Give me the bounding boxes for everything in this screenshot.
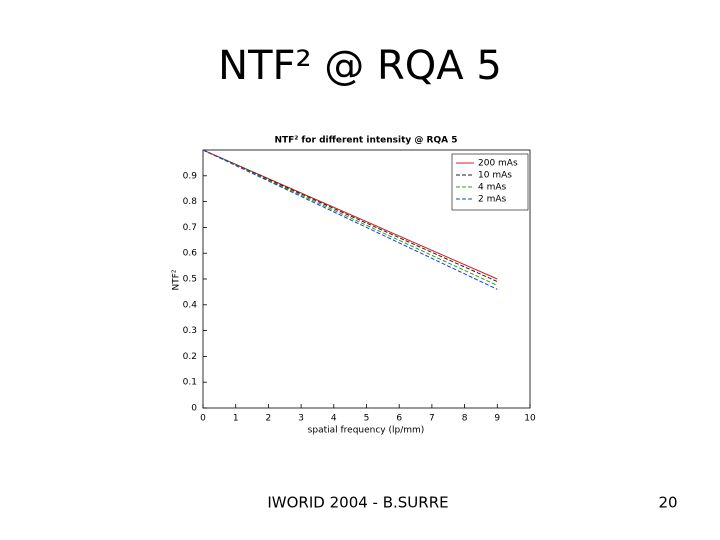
x-axis-label: spatial frequency (lp/mm) [308,426,425,436]
y-tick-label: 0.5 [183,275,197,285]
x-tick-label: 9 [494,414,500,424]
y-tick-label: 0.4 [183,300,198,310]
y-tick-label: 0.7 [183,223,197,233]
x-tick-label: 5 [364,414,370,424]
x-tick-label: 4 [331,414,337,424]
legend-label: 4 mAs [478,183,507,193]
y-tick-label: 0.1 [183,378,197,388]
legend-label: 2 mAs [478,195,507,205]
chart-title: NTF² for different intensity @ RQA 5 [275,136,458,146]
y-axis-label: NTF² [172,269,182,290]
legend-label: 10 mAs [478,171,512,181]
footer: IWORID 2004 - B.SURRE [267,494,448,512]
series-line [202,149,498,280]
y-tick-label: 0 [191,404,197,414]
x-tick-label: 8 [462,414,468,424]
page-number: 20 [658,494,677,512]
y-tick-label: 0.3 [183,326,197,336]
y-tick-label: 0.2 [183,352,197,362]
x-tick-label: 1 [233,414,239,424]
legend-label: 200 mAs [478,159,518,169]
x-tick-label: 7 [429,414,435,424]
slide-title: NTF² @ RQA 5 [218,43,502,89]
y-tick-label: 0.8 [183,197,198,207]
x-tick-label: 10 [524,414,536,424]
x-tick-label: 0 [200,414,206,424]
x-tick-label: 2 [266,414,272,424]
series-line [202,149,498,290]
x-tick-label: 3 [298,414,304,424]
y-tick-label: 0.6 [183,249,198,259]
y-tick-label: 0.9 [183,171,198,181]
x-tick-label: 6 [396,414,402,424]
